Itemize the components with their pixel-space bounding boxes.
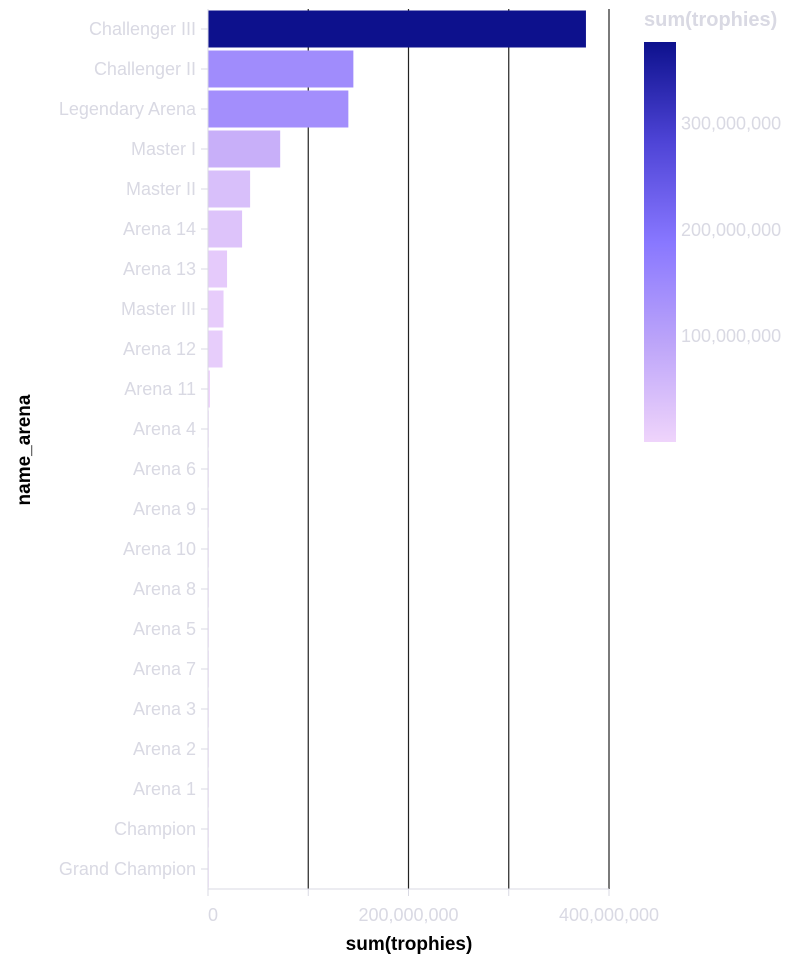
y-tick-label: Arena 3 — [133, 699, 196, 719]
y-tick-label: Master III — [121, 299, 196, 319]
y-tick-label: Arena 14 — [123, 219, 196, 239]
bars — [208, 10, 586, 888]
y-tick-label: Grand Champion — [59, 859, 196, 879]
y-tick-label: Arena 6 — [133, 459, 196, 479]
y-tick-label: Arena 1 — [133, 779, 196, 799]
bar — [208, 10, 586, 48]
y-axis-title: name_arena — [14, 394, 35, 505]
y-tick-label: Master I — [131, 139, 196, 159]
bar — [208, 170, 251, 208]
y-tick-label: Champion — [114, 819, 196, 839]
bar — [208, 290, 224, 328]
legend-label: 300,000,000 — [681, 114, 781, 134]
y-tick-label: Arena 13 — [123, 259, 196, 279]
y-axis: Challenger III Challenger II Legendary Are… — [59, 9, 209, 889]
y-tick-label: Arena 9 — [133, 499, 196, 519]
y-tick-label: Challenger II — [94, 59, 196, 79]
bar — [208, 250, 228, 288]
x-tick-label: 400,000,000 — [559, 905, 659, 925]
y-tick-label: Master II — [126, 179, 196, 199]
legend-title: sum(trophies) — [644, 9, 777, 31]
y-tick-label: Challenger III — [89, 19, 196, 39]
x-tick-label: 0 — [208, 905, 218, 925]
y-tick-label: Arena 12 — [123, 339, 196, 359]
bar — [208, 370, 211, 408]
y-tick-label: Arena 4 — [133, 419, 196, 439]
bar — [208, 90, 349, 128]
color-legend: sum(trophies) 100,000,000 200,000,000 300,… — [644, 9, 781, 442]
y-tick-label: Arena 8 — [133, 579, 196, 599]
y-tick-label: Arena 11 — [124, 379, 196, 399]
bar — [208, 130, 281, 168]
gridlines — [307, 9, 610, 889]
legend-gradient-bar — [644, 42, 676, 442]
y-tick-label: Arena 10 — [123, 539, 196, 559]
legend-label: 200,000,000 — [681, 220, 781, 240]
bar — [208, 50, 354, 88]
legend-labels: 100,000,000 200,000,000 300,000,000 — [681, 114, 781, 346]
legend-label: 100,000,000 — [681, 326, 781, 346]
y-tick-label: Arena 7 — [133, 659, 196, 679]
x-axis-title: sum(trophies) — [346, 934, 473, 955]
x-tick-label: 200,000,000 — [358, 905, 458, 925]
y-tick-label: Arena 2 — [133, 739, 196, 759]
y-tick-label: Legendary Arena — [59, 99, 197, 119]
y-tick-label: Arena 5 — [133, 619, 196, 639]
x-axis: 0 200,000,000 400,000,000 — [207, 888, 659, 925]
bar — [208, 210, 243, 248]
bar — [208, 330, 223, 368]
